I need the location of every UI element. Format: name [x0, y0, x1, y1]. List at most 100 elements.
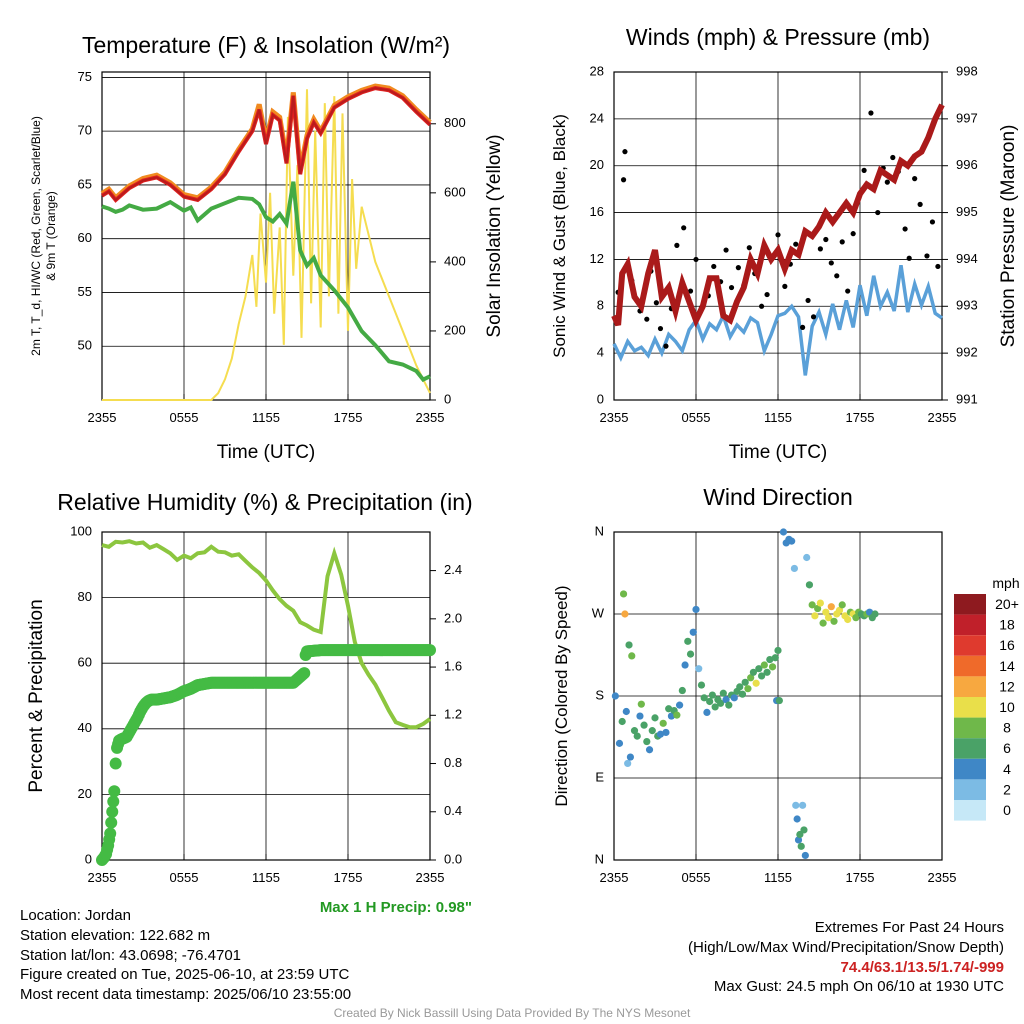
wdir-point	[835, 606, 844, 614]
colorbar-swatch	[954, 779, 986, 800]
wind-gust-point	[764, 291, 770, 298]
wdir-point	[852, 614, 860, 622]
wind-series-speed	[612, 265, 943, 376]
wdir-point	[838, 601, 846, 609]
colorbar-label: 2	[1003, 781, 1011, 797]
wdir-point	[730, 694, 738, 702]
temp-ylabel-1: 2m T, T_d, HI/WC (Red, Green, Scarlet/Bl…	[29, 116, 43, 356]
wdir-point	[636, 712, 644, 720]
wdir-point	[665, 705, 673, 713]
wind-ytick-label: 28	[590, 63, 604, 78]
colorbar-label: 20+	[995, 596, 1019, 612]
rh-y2tick-label: 2.4	[444, 562, 462, 577]
wdir-point	[758, 672, 766, 680]
colorbar-swatch	[954, 635, 986, 656]
wind-xtick-label: 1755	[846, 410, 875, 425]
wdir-ytick-label: N	[595, 851, 604, 866]
temp-y2tick-label: 0	[444, 391, 451, 406]
wdir-point	[736, 683, 744, 691]
temp-title: Temperature (F) & Insolation (W/m²)	[82, 32, 450, 58]
wdir-point	[749, 668, 758, 676]
colorbar-swatch	[954, 697, 986, 718]
rh-precip-point	[298, 667, 311, 680]
extremes-info: Extremes For Past 24 Hours (High/Low/Max…	[688, 918, 1004, 997]
wdir-point	[871, 610, 879, 618]
wdir-xtick-label: 2355	[928, 870, 957, 885]
wdir-point	[619, 590, 628, 598]
rh-ytick-label: 60	[78, 655, 92, 670]
temp-xtick-label: 1155	[252, 410, 280, 425]
wdir-point	[633, 732, 641, 740]
wdir-point	[684, 637, 692, 645]
wdir-point	[692, 605, 700, 614]
wind-ytick-label: 16	[590, 204, 604, 219]
temp-ytick-label: 55	[78, 284, 92, 299]
wind-gust-point	[850, 231, 856, 237]
wdir-point	[637, 700, 645, 708]
temp-ylabel-2: & 9m T (Orange)	[44, 191, 58, 281]
wind-y2tick-label: 998	[956, 63, 978, 78]
wdir-point	[662, 728, 670, 737]
wind-gust-point	[800, 324, 806, 330]
rh-ytick-label: 100	[70, 523, 92, 538]
wind-y2tick-label: 992	[956, 345, 978, 360]
wdir-point	[722, 696, 730, 704]
extremes-values: 74.4/63.1/13.5/1.74/-999	[840, 958, 1004, 976]
recent-text: Most recent data timestamp: 2025/06/10 2…	[20, 986, 352, 1004]
wind-gust-point	[834, 273, 840, 279]
elevation-text: Station elevation: 122.682 m	[20, 926, 211, 944]
wind-y2tick-label: 997	[956, 110, 978, 125]
temp-y2tick-label: 200	[444, 322, 466, 337]
wind-y2tick-label: 996	[956, 157, 978, 172]
wdir-point	[700, 694, 708, 702]
wind-frame	[613, 71, 943, 401]
wind-gust-point	[746, 245, 752, 251]
wind-y2tick-label: 995	[956, 204, 978, 219]
wind-ytick-label: 0	[597, 391, 604, 406]
wind-gust-point	[735, 265, 741, 271]
rh-axes	[101, 531, 436, 861]
colorbar-label: 16	[999, 637, 1015, 653]
wind-xtick-label: 0555	[682, 410, 711, 425]
wdir-point	[763, 668, 771, 676]
wdir-point	[628, 652, 636, 660]
wdir-point	[814, 604, 822, 613]
wdir-point	[624, 759, 632, 768]
wdir-point	[648, 727, 656, 735]
rh-y2tick-label: 0.4	[444, 803, 462, 818]
temp-series-hiwc	[101, 87, 431, 202]
wdir-point	[775, 696, 783, 705]
wdir-point	[822, 608, 830, 616]
wind-gust-point	[775, 232, 781, 238]
wdir-point	[794, 836, 803, 844]
wind-gust-point	[868, 110, 874, 116]
wdir-point	[824, 614, 833, 622]
wind-gust-point	[823, 236, 829, 243]
wdir-point	[803, 553, 811, 562]
rh-xtick-label: 0555	[170, 870, 199, 885]
colorbar-swatch	[954, 614, 986, 636]
wind-y2tick-label: 991	[956, 391, 978, 406]
wind-gust-point	[644, 316, 650, 322]
rh-xtick-label: 1755	[334, 870, 363, 885]
rh-y2tick-label: 1.6	[444, 658, 462, 673]
wind-ytick-label: 24	[590, 110, 604, 125]
wdir-point	[656, 730, 665, 738]
wdir-point	[708, 691, 717, 699]
wdir-point	[695, 665, 703, 673]
rh-y2tick-label: 2.0	[444, 610, 462, 625]
wdir-point	[643, 737, 651, 746]
temp-y2tick-label: 600	[444, 184, 466, 199]
wdir-point	[622, 707, 630, 716]
wdir-point	[768, 663, 777, 671]
wdir-point	[830, 617, 838, 625]
wind-ytick-label: 8	[597, 298, 604, 313]
temp-series-insolation	[102, 89, 431, 401]
wdir-point	[766, 655, 774, 664]
wdir-point	[755, 665, 763, 673]
wdir-point	[747, 674, 755, 682]
wind-y2label: Station Pressure (Maroon)	[998, 125, 1019, 348]
wind-y2tick-label: 994	[956, 251, 978, 266]
wdir-point	[711, 703, 719, 711]
wdir-point	[771, 654, 779, 662]
